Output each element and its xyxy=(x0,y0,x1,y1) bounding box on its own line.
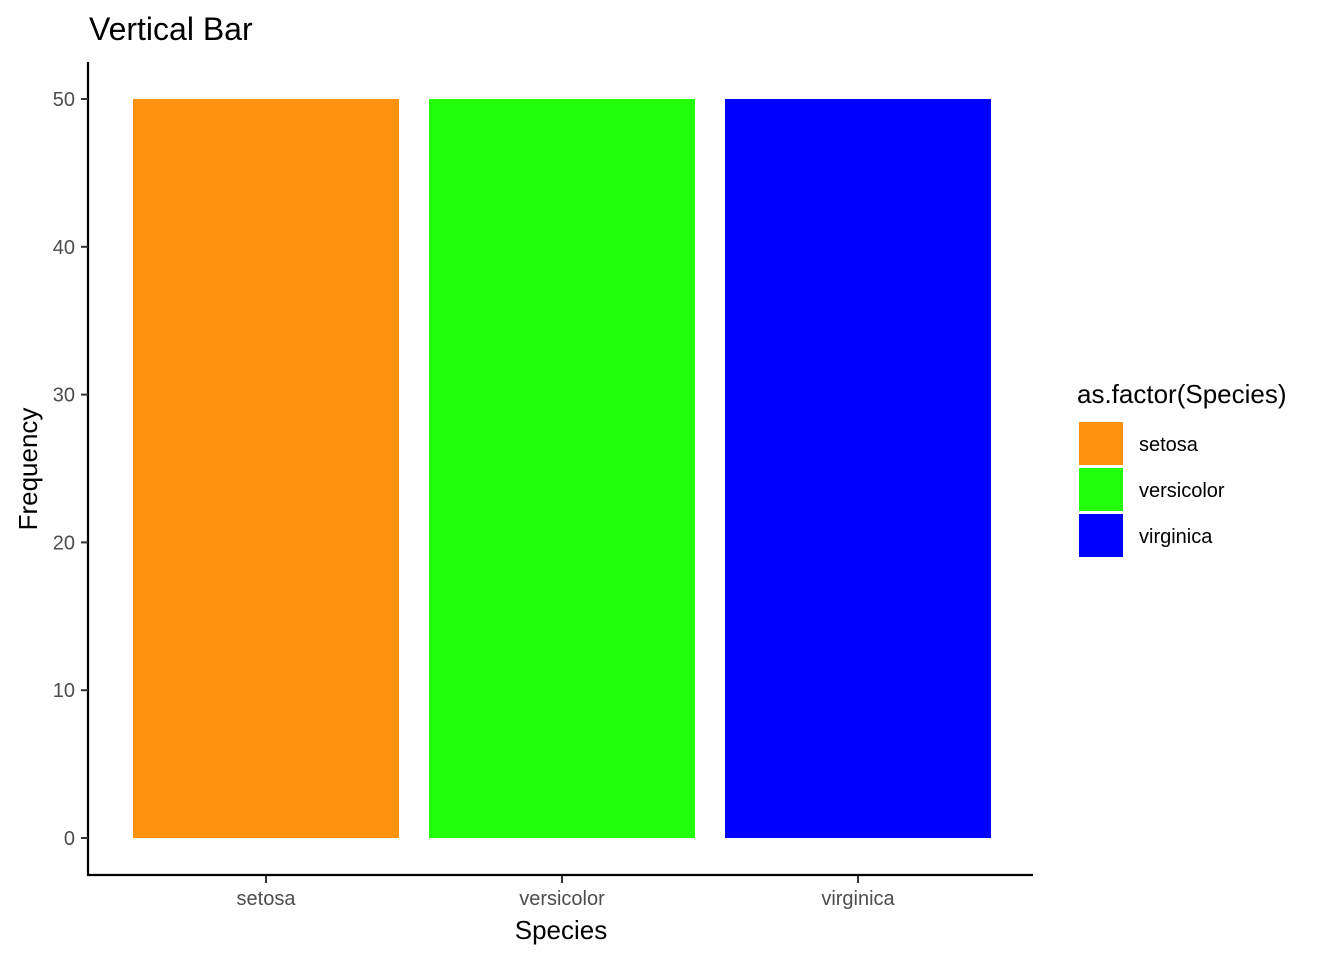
y-tick-label-20: 20 xyxy=(53,532,75,554)
legend-label-versicolor: versicolor xyxy=(1139,480,1225,502)
x-tick-label-setosa: setosa xyxy=(237,888,297,910)
x-axis-title: Species xyxy=(515,915,608,945)
y-ticks-group: 0 10 20 30 40 50 xyxy=(53,89,88,850)
axes-group xyxy=(86,62,1033,877)
legend-label-virginica: virginica xyxy=(1139,526,1213,548)
bar-setosa xyxy=(133,99,399,838)
legend-key-setosa xyxy=(1079,422,1123,465)
legend-title: as.factor(Species) xyxy=(1077,379,1287,409)
y-tick-label-10: 10 xyxy=(53,680,75,702)
x-tick-label-versicolor: versicolor xyxy=(519,888,605,910)
chart-title: Vertical Bar xyxy=(89,11,253,47)
y-tick-label-0: 0 xyxy=(64,828,75,850)
y-tick-label-40: 40 xyxy=(53,237,75,259)
y-tick-label-30: 30 xyxy=(53,385,75,407)
y-tick-label-50: 50 xyxy=(53,89,75,111)
x-ticks-group: setosa versicolor virginica xyxy=(237,876,896,910)
bar-versicolor xyxy=(429,99,695,838)
legend-label-setosa: setosa xyxy=(1139,434,1199,456)
legend-key-virginica xyxy=(1079,514,1123,557)
bars-group xyxy=(133,99,991,838)
x-tick-label-virginica: virginica xyxy=(821,888,895,910)
y-axis-title: Frequency xyxy=(13,408,43,531)
legend: as.factor(Species) setosa versicolor virgi… xyxy=(1077,379,1287,557)
bar-virginica xyxy=(725,99,991,838)
legend-key-versicolor xyxy=(1079,468,1123,511)
